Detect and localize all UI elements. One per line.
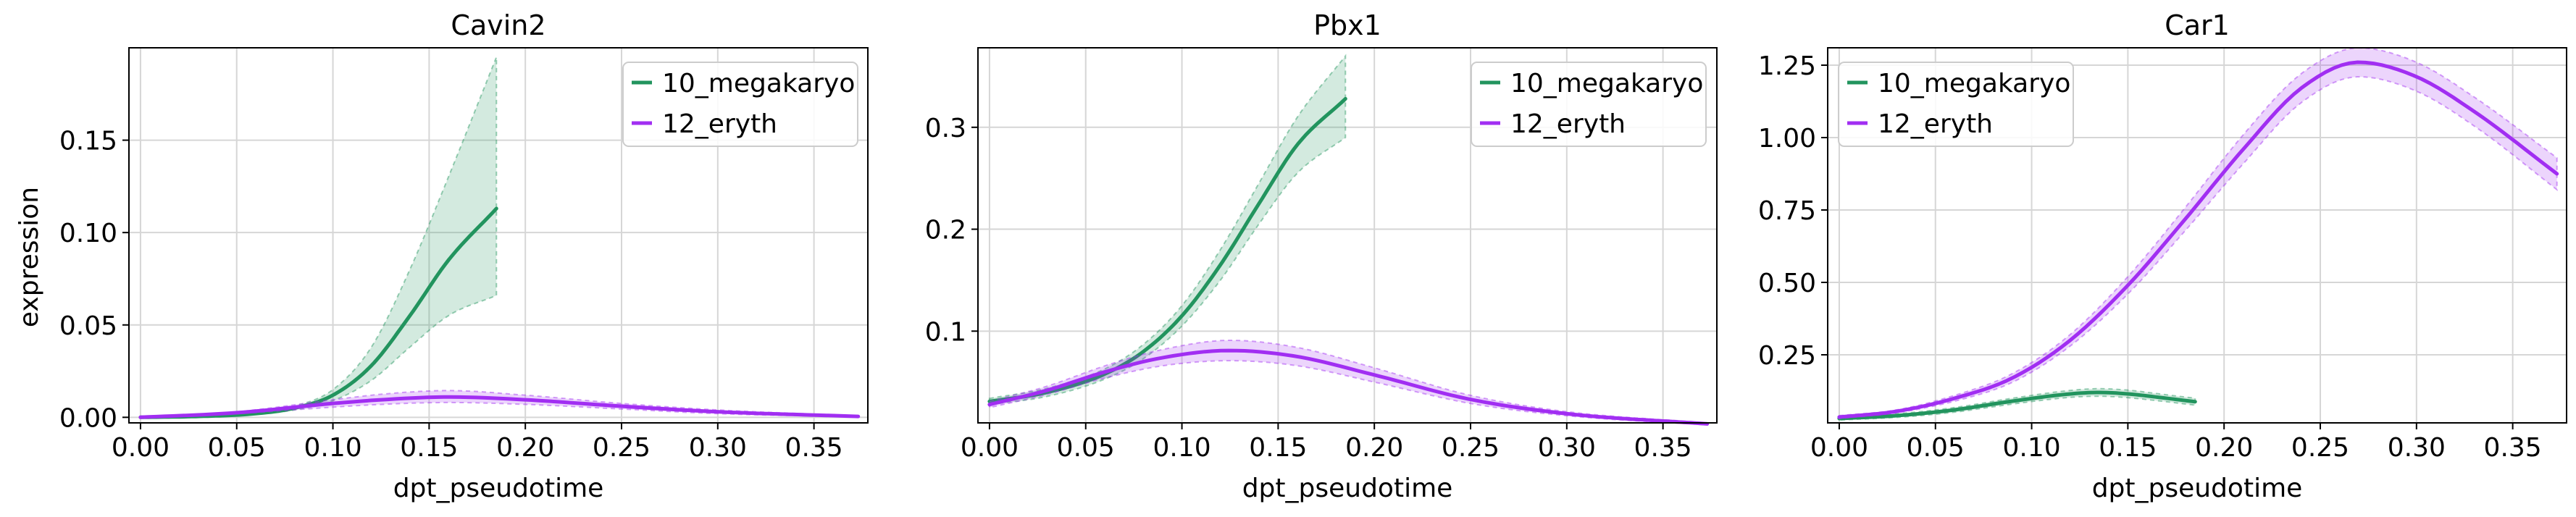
x-tick-label: 0.15 <box>400 433 458 463</box>
x-tick-label: 0.30 <box>2388 433 2446 463</box>
legend-box <box>622 62 858 147</box>
x-tick-label: 0.15 <box>2099 433 2157 463</box>
panel-car1: 0.00 0.05 0.10 0.15 0.20 0.25 0.30 0.35 0.25 0.50… <box>1758 9 2567 503</box>
y-tick-label: 0.15 <box>59 127 117 156</box>
x-tick-label: 0.25 <box>1442 433 1500 463</box>
legend-label: 12_eryth <box>1510 109 1626 139</box>
series-line-12_eryth <box>1837 60 2559 419</box>
y-tick-label: 0.3 <box>925 114 966 143</box>
x-axis-label: dpt_pseudotime <box>1242 474 1453 503</box>
chart-title: Car1 <box>2165 9 2230 41</box>
confidence-band-10_megakaryo <box>988 54 1347 405</box>
y-tick-label: 1.00 <box>1758 124 1816 154</box>
legend-box <box>1838 62 2074 147</box>
y-tick-label: 0.1 <box>925 317 966 347</box>
legend: 10_megakaryo 12_eryth <box>622 62 858 147</box>
confidence-band-12_eryth <box>1838 46 2558 420</box>
x-tick-label: 0.05 <box>1057 433 1115 463</box>
x-tick-label: 0.35 <box>2484 433 2542 463</box>
panel-cavin2: 0.00 0.05 0.10 0.15 0.20 0.25 0.30 0.35 0.00 0.05… <box>59 9 869 503</box>
x-axis-label: dpt_pseudotime <box>393 474 604 503</box>
panel-pbx1: 0.00 0.05 0.10 0.15 0.20 0.25 0.30 0.35 0.1 0.2 0.… <box>925 9 1718 503</box>
confidence-band-10_megakaryo <box>140 56 498 419</box>
y-axis-label: expression <box>14 187 44 327</box>
x-tick-label: 0.00 <box>961 433 1019 463</box>
x-tick-label: 0.15 <box>1249 433 1307 463</box>
y-tick-label: 0.75 <box>1758 196 1816 226</box>
series-line-12_eryth <box>138 395 861 419</box>
legend-label: 12_eryth <box>1878 109 1993 139</box>
x-tick-label: 0.25 <box>593 433 651 463</box>
y-tick-label: 0.25 <box>1758 341 1816 371</box>
x-tick-label: 0.20 <box>1345 433 1403 463</box>
series-line-10_megakaryo <box>987 96 1347 403</box>
x-tick-label: 0.00 <box>112 433 170 463</box>
x-tick-label: 0.10 <box>2002 433 2060 463</box>
legend-label: 10_megakaryo <box>1510 69 1703 98</box>
x-tick-label: 0.20 <box>496 433 554 463</box>
axes-frame <box>128 47 869 424</box>
y-tick-label: 0.10 <box>59 219 117 248</box>
y-tick-label: 0.50 <box>1758 269 1816 298</box>
x-tick-label: 0.30 <box>689 433 747 463</box>
x-tick-label: 0.30 <box>1538 433 1596 463</box>
y-tick-label: 0.05 <box>59 311 117 341</box>
x-axis-label: dpt_pseudotime <box>2092 474 2303 503</box>
y-tick-label: 1.25 <box>1758 51 1816 81</box>
x-tick-label: 0.35 <box>1634 433 1692 463</box>
legend: 10_megakaryo 12_eryth <box>1471 62 1707 147</box>
x-tick-label: 0.05 <box>1907 433 1965 463</box>
legend-label: 12_eryth <box>662 109 777 139</box>
x-tick-label: 0.10 <box>1153 433 1210 463</box>
x-tick-label: 0.10 <box>304 433 361 463</box>
x-tick-label: 0.20 <box>2195 433 2253 463</box>
legend: 10_megakaryo 12_eryth <box>1838 62 2074 147</box>
chart-title: Pbx1 <box>1313 9 1381 41</box>
x-tick-label: 0.25 <box>2291 433 2349 463</box>
x-tick-label: 0.35 <box>785 433 843 463</box>
y-tick-label: 0.00 <box>59 403 117 433</box>
legend-box <box>1471 62 1707 147</box>
series-line-12_eryth <box>987 348 1710 426</box>
legend-label: 10_megakaryo <box>1878 69 2070 98</box>
x-tick-label: 0.00 <box>1810 433 1868 463</box>
axes-frame <box>977 47 1718 424</box>
chart-title: Cavin2 <box>451 9 545 41</box>
series-line-10_megakaryo <box>1837 390 2197 421</box>
legend-label: 10_megakaryo <box>662 69 855 98</box>
x-tick-label: 0.05 <box>208 433 266 463</box>
y-tick-label: 0.2 <box>925 216 966 245</box>
axes-frame <box>1827 47 2567 424</box>
